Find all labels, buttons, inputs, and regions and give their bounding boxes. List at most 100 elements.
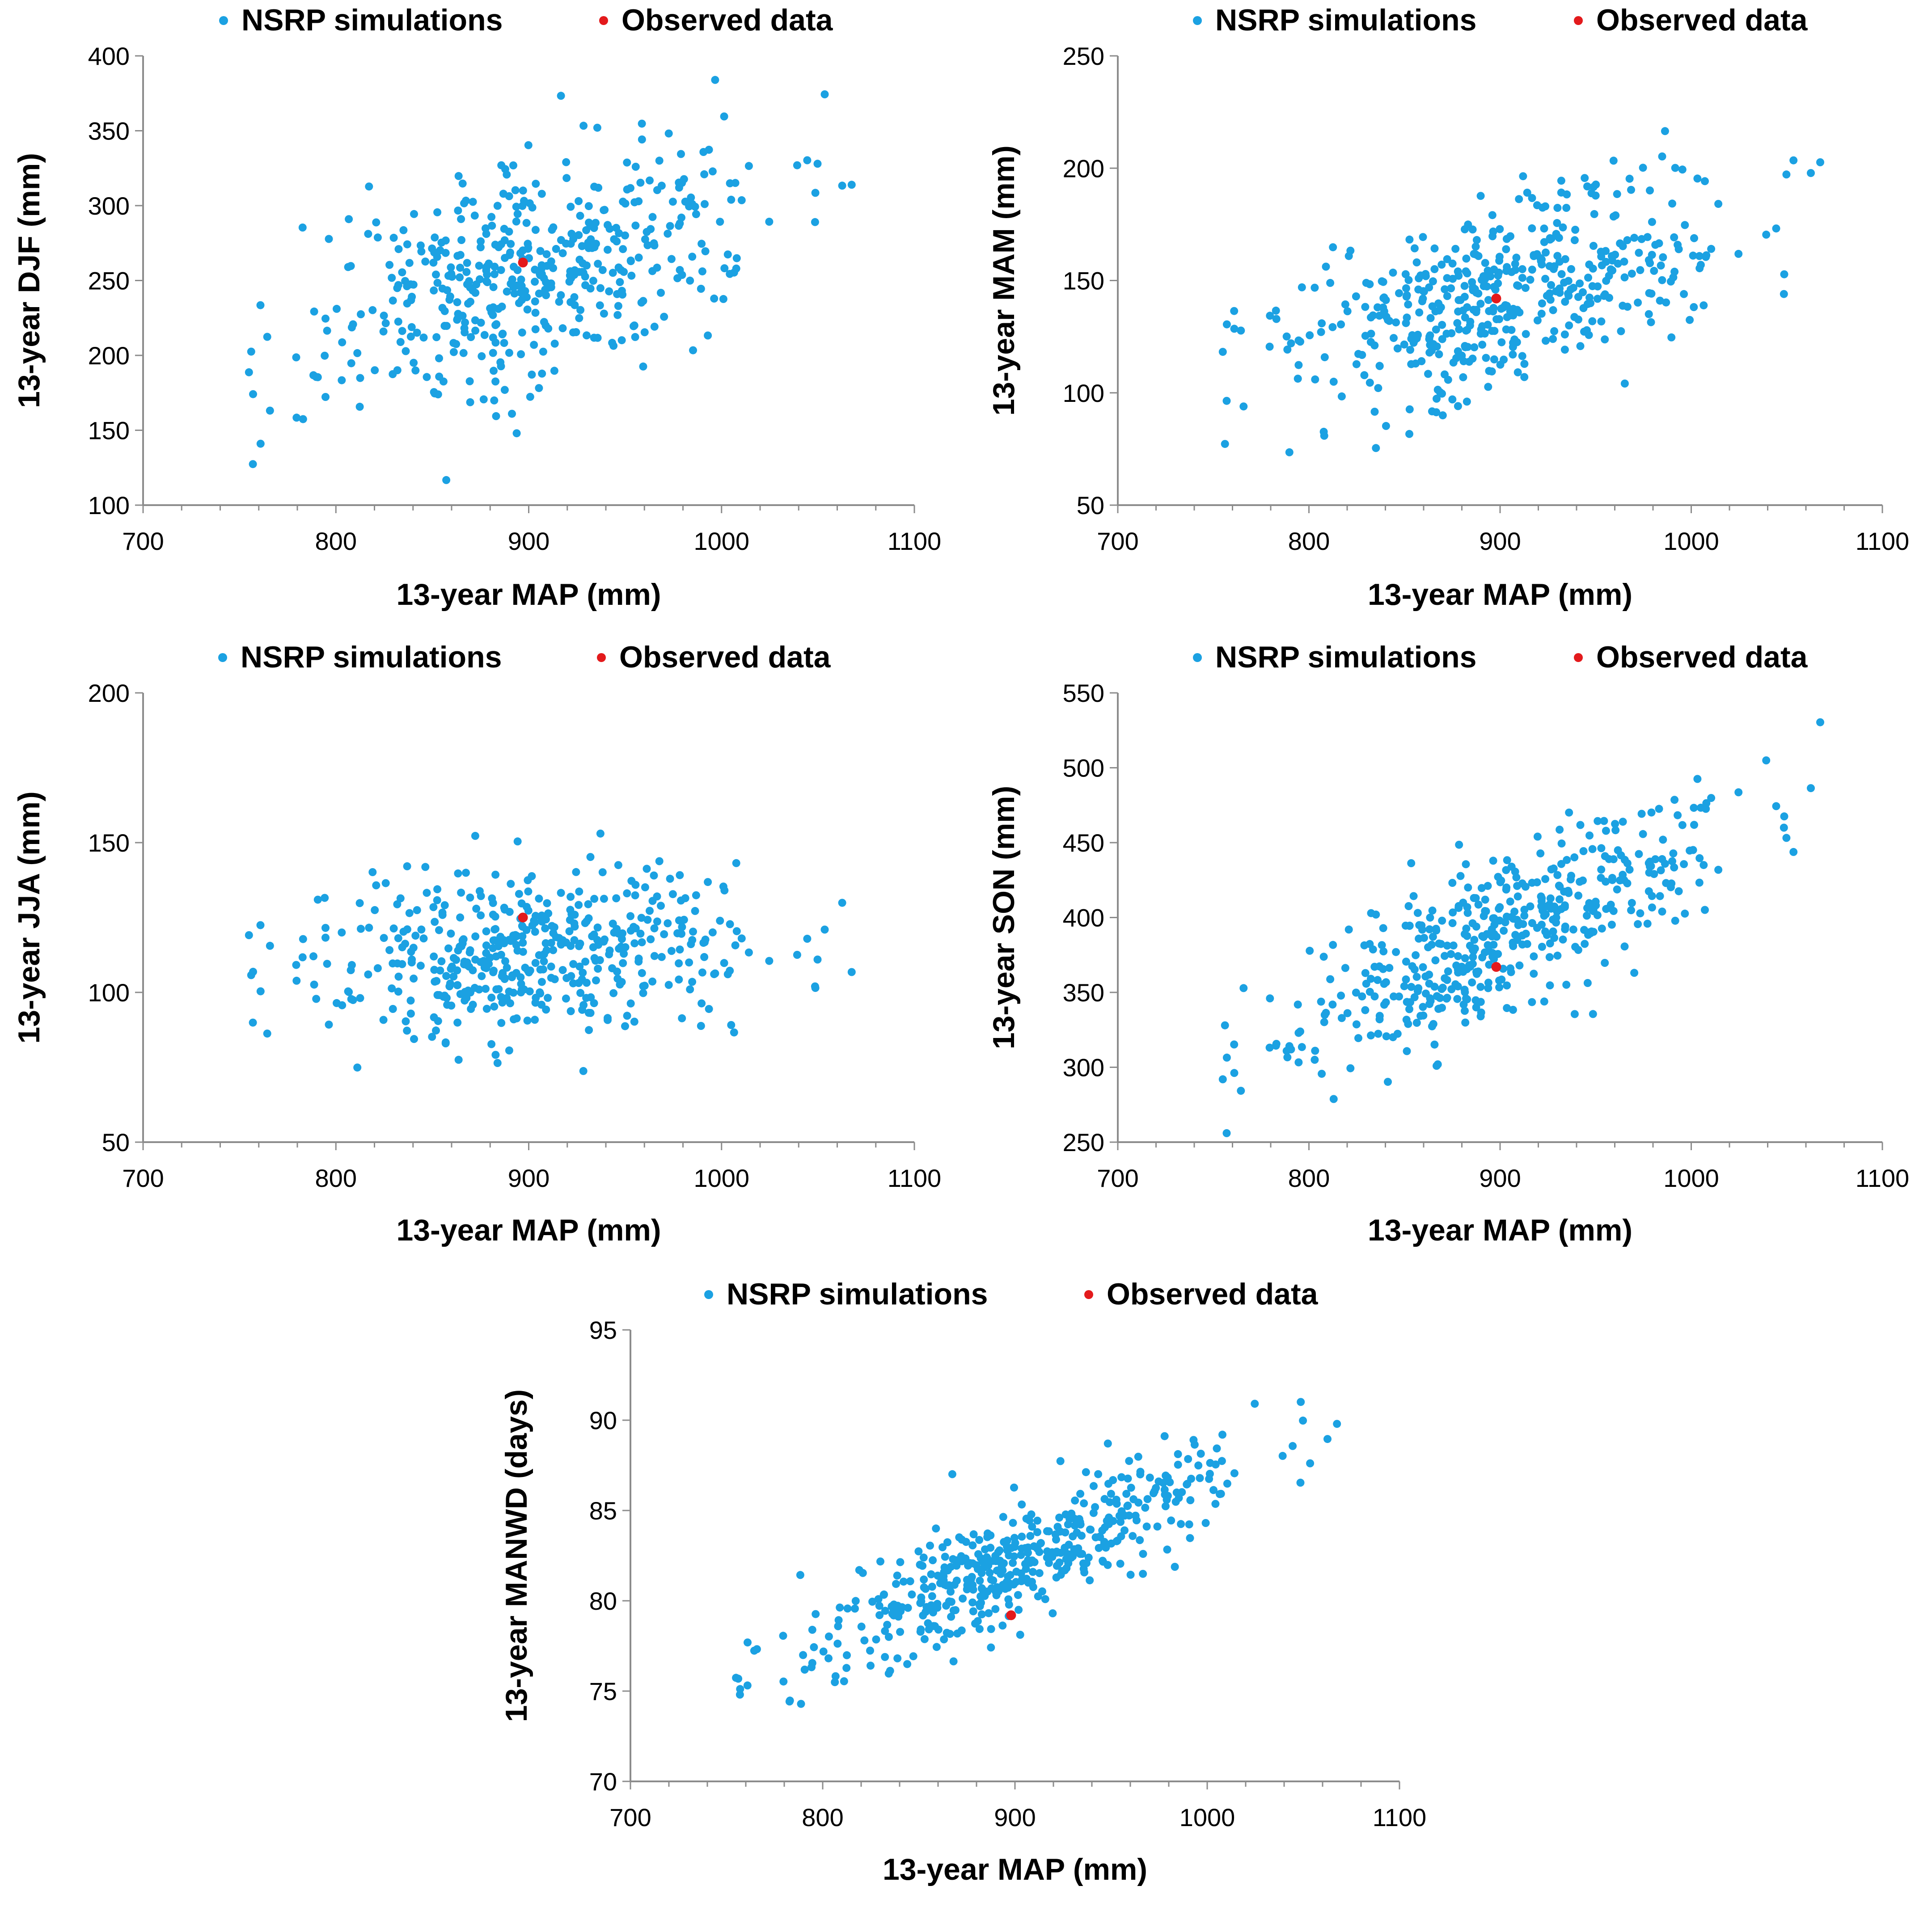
sim-point [544,994,552,1002]
sim-point [833,1639,842,1648]
sim-point [1484,941,1492,949]
sim-point [491,1051,500,1059]
sim-point [1372,444,1380,452]
sim-point [1379,278,1387,286]
sim-point [263,1029,271,1038]
sim-point [407,323,416,331]
sim-point [516,249,524,257]
sim-point [1471,894,1480,903]
sim-point [812,1610,820,1618]
sim-point [480,331,489,339]
sim-point [1481,895,1489,904]
sim-point [1329,1095,1338,1103]
sim-point [1607,252,1616,260]
sim-point [650,924,659,932]
sim-point [1030,1558,1039,1566]
sim-point [443,994,451,1002]
sim-point [1352,292,1360,300]
sim-point [1414,285,1423,294]
sim-point [1506,964,1514,973]
sim-point [1490,265,1498,274]
sim-point [688,253,697,261]
sim-point [398,327,406,335]
sim-point [634,253,643,262]
sim-point [928,1592,936,1600]
x-tick-label: 1100 [1373,1803,1426,1831]
sim-point [1033,1516,1042,1525]
sim-point [454,172,463,180]
sim-point [1669,849,1678,858]
sim-point [731,941,740,949]
sim-point [558,966,567,974]
sim-point [896,1628,905,1636]
sim-point [409,944,418,952]
sim-point [637,298,646,307]
sim-point [1139,1550,1147,1558]
sim-point [1406,346,1414,354]
sim-point [344,263,352,271]
sim-point [1561,298,1569,306]
sim-point [430,966,439,974]
sim-point [847,968,856,976]
sim-point [880,1590,888,1599]
sim-point [1589,1010,1597,1018]
sim-point [1167,1516,1175,1525]
sim-point [1472,1003,1480,1012]
sim-point [991,1587,1000,1595]
sim-point [1520,373,1529,381]
sim-point [1328,1000,1337,1009]
sim-point [1509,350,1517,359]
sim-point [610,928,618,937]
sim-point [1502,267,1511,275]
sim-point [704,331,712,340]
sim-point [619,245,627,253]
sim-point [1201,1519,1210,1527]
sim-point [834,1616,843,1624]
legend-label-simulations: NSRP simulations [241,640,502,674]
sim-point [434,1017,442,1025]
sim-point [438,284,447,293]
sim-point [1566,875,1575,884]
sim-point [1556,826,1564,834]
sim-point [1337,991,1345,1000]
sim-point [604,221,612,229]
sim-point [495,985,503,993]
sim-point [457,236,465,244]
sim-point [467,1005,475,1013]
sim-point [249,390,257,398]
y-tick-label: 100 [1063,379,1104,407]
y-tick-label: 250 [88,267,130,295]
sim-point [1407,983,1416,991]
sim-point [1671,164,1679,172]
sim-point [711,76,719,84]
sim-point [396,894,405,903]
sim-point [435,926,443,934]
sim-point [1650,870,1658,878]
legend-label-simulations: NSRP simulations [1215,3,1476,37]
sim-point [1320,431,1328,440]
sim-point [838,181,846,190]
sim-point [292,961,300,969]
sim-point [1485,961,1493,969]
sim-point [903,1660,912,1668]
sim-point [497,950,505,959]
sim-point [1425,970,1433,979]
sim-point [462,196,470,205]
sim-point [1184,1455,1192,1463]
sim-point [925,1625,933,1633]
sim-point [1680,860,1688,869]
sim-point [428,244,436,253]
sim-point [482,230,490,238]
sim-point [584,900,592,908]
sim-point [1341,964,1349,972]
sim-point [394,987,402,996]
sim-point [402,1017,410,1025]
sim-point [417,247,426,256]
sim-point [992,1557,1000,1565]
sim-point [1471,285,1479,293]
x-tick-label: 1000 [693,1164,749,1192]
sim-point [1043,1547,1052,1556]
sim-point [975,1536,984,1544]
